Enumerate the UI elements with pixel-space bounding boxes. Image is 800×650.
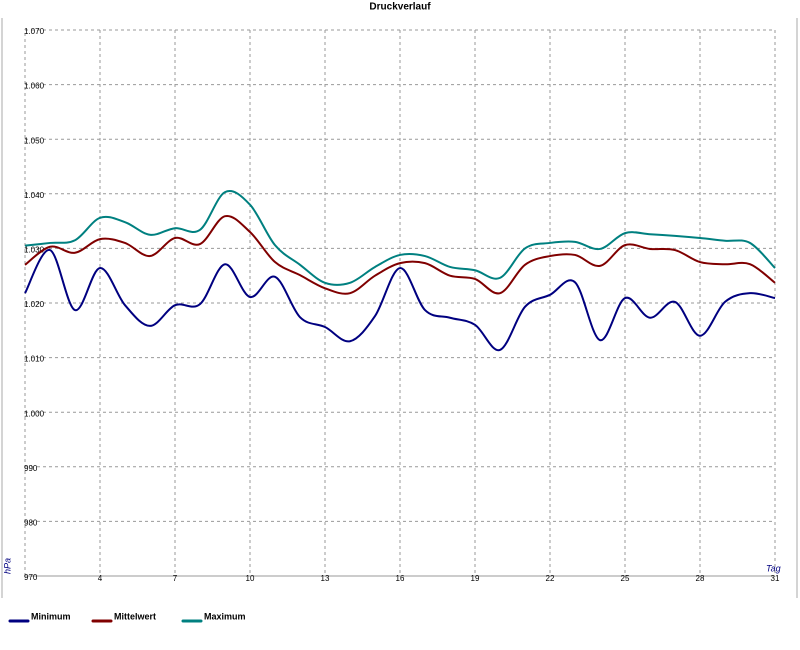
y-tick-label: 1.030 <box>24 246 45 255</box>
x-tick-label: 25 <box>621 574 630 583</box>
y-tick-label: 1.020 <box>24 300 45 309</box>
y-tick-label: 1.040 <box>24 191 45 200</box>
y-tick-label: 1.070 <box>24 27 45 36</box>
x-tick-label: 13 <box>321 574 330 583</box>
y-tick-label: 1.060 <box>24 82 45 91</box>
x-tick-label: 7 <box>173 574 178 583</box>
legend-label: Maximum <box>204 611 246 621</box>
y-tick-label: 970 <box>24 573 38 582</box>
x-tick-label: 22 <box>546 574 555 583</box>
y-tick-label: 1.010 <box>24 355 45 364</box>
x-tick-label: 16 <box>396 574 405 583</box>
y-tick-label: 1.050 <box>24 136 45 145</box>
legend-label: Minimum <box>31 611 71 621</box>
x-tick-label: 10 <box>246 574 255 583</box>
legend-label: Mittelwert <box>114 611 156 621</box>
x-axis-label: Tag <box>766 563 781 573</box>
x-tick-label: 19 <box>471 574 480 583</box>
y-tick-label: 1.000 <box>24 409 45 418</box>
x-tick-label: 28 <box>696 574 705 583</box>
chart-title: Druckverlauf <box>369 2 431 13</box>
series-line <box>24 214 776 295</box>
series-line <box>24 190 776 286</box>
y-tick-label: 990 <box>24 464 38 473</box>
y-tick-label: 980 <box>24 519 38 528</box>
x-tick-label: 4 <box>98 574 103 583</box>
series-line <box>24 249 776 351</box>
y-axis-label: hPa <box>2 558 12 574</box>
x-tick-label: 31 <box>771 574 780 583</box>
